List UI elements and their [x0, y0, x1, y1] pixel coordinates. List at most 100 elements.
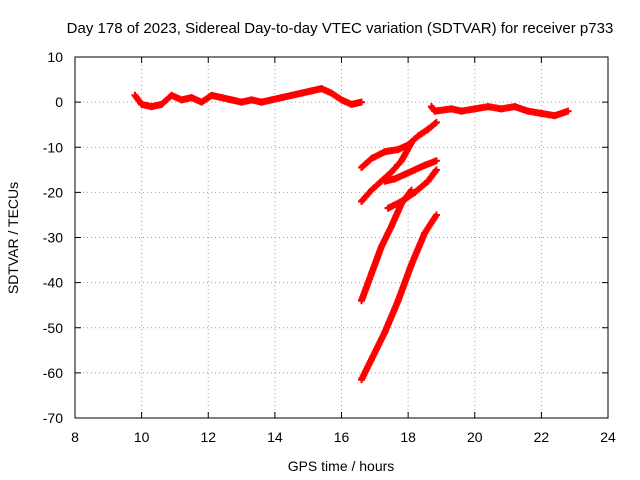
- series-4: [381, 157, 440, 185]
- y-tick-label: 0: [55, 94, 63, 110]
- data-point-marker: [347, 100, 355, 108]
- y-tick-label: -70: [43, 410, 63, 426]
- data-point-marker: [394, 146, 402, 154]
- data-point-marker: [367, 355, 375, 363]
- data-point-marker: [421, 161, 429, 169]
- data-points: [131, 85, 572, 384]
- series-1: [427, 103, 572, 120]
- data-point-marker: [432, 211, 440, 219]
- data-point-marker: [318, 85, 326, 93]
- data-point-marker: [198, 98, 206, 106]
- x-tick-label: 20: [467, 429, 483, 445]
- data-point-marker: [367, 186, 375, 194]
- data-point-marker: [447, 105, 455, 113]
- data-point-marker: [537, 109, 545, 117]
- x-tick-label: 10: [134, 429, 150, 445]
- data-point-marker: [357, 376, 365, 384]
- data-point-marker: [367, 155, 375, 163]
- data-point-marker: [381, 148, 389, 156]
- data-point-marker: [367, 270, 375, 278]
- y-axis-label: SDTVAR / TECUs: [5, 182, 21, 294]
- data-point-marker: [411, 166, 419, 174]
- data-point-marker: [511, 103, 519, 111]
- data-point-marker: [387, 222, 395, 230]
- data-point-marker: [484, 103, 492, 111]
- data-point-marker: [278, 94, 286, 102]
- data-point-marker: [407, 139, 415, 147]
- y-tick-label: -10: [43, 139, 63, 155]
- y-tick-label: -60: [43, 365, 63, 381]
- data-point-marker: [397, 157, 405, 165]
- series-3: [357, 139, 415, 205]
- x-tick-label: 8: [71, 429, 79, 445]
- y-tick-label: -20: [43, 184, 63, 200]
- chart-title: Day 178 of 2023, Sidereal Day-to-day VTE…: [67, 20, 614, 37]
- data-point-marker: [168, 91, 176, 99]
- x-tick-label: 18: [400, 429, 416, 445]
- data-point-marker: [218, 94, 226, 102]
- data-point-marker: [551, 112, 559, 120]
- data-point-marker: [431, 107, 439, 115]
- data-point-marker: [397, 200, 405, 208]
- x-tick-label: 24: [600, 429, 616, 445]
- data-point-marker: [457, 107, 465, 115]
- data-point-marker: [394, 297, 402, 305]
- data-point-marker: [421, 229, 429, 237]
- axis-ticks: 8 10 12 14 16 18 20 22 24 10 0 -10 -20 -30 -40 -50 -60 -7…: [43, 49, 616, 445]
- data-point-marker: [208, 91, 216, 99]
- data-point-marker: [178, 96, 186, 104]
- data-point-marker: [427, 103, 435, 111]
- data-point-marker: [471, 105, 479, 113]
- x-axis-label: GPS time / hours: [288, 458, 395, 474]
- y-tick-label: 10: [47, 49, 63, 65]
- x-tick-label: 16: [334, 429, 350, 445]
- data-point-marker: [188, 94, 196, 102]
- data-point-marker: [432, 118, 440, 126]
- y-tick-label: -40: [43, 275, 63, 291]
- data-point-marker: [258, 98, 266, 106]
- x-tick-label: 12: [200, 429, 216, 445]
- data-point-marker: [357, 164, 365, 172]
- data-point-marker: [414, 132, 422, 140]
- data-point-marker: [338, 96, 345, 104]
- data-point-marker: [357, 197, 365, 205]
- x-tick-label: 22: [534, 429, 550, 445]
- x-tick-label: 14: [267, 429, 283, 445]
- data-point-marker: [432, 157, 440, 165]
- data-point-marker: [387, 168, 395, 176]
- y-tick-label: -50: [43, 320, 63, 336]
- data-point-marker: [391, 175, 399, 183]
- y-tick-label: -30: [43, 230, 63, 246]
- data-point-marker: [248, 96, 256, 104]
- data-point-marker: [328, 89, 336, 97]
- data-point-marker: [401, 170, 409, 178]
- data-point-marker: [377, 243, 385, 251]
- data-point-marker: [288, 91, 296, 99]
- data-point-marker: [524, 107, 532, 115]
- data-point-marker: [407, 261, 415, 269]
- data-point-marker: [357, 98, 365, 106]
- data-point-marker: [432, 166, 440, 174]
- data-point-marker: [384, 204, 392, 212]
- data-point-marker: [381, 177, 389, 185]
- data-point-marker: [298, 89, 306, 97]
- data-point-marker: [308, 87, 316, 95]
- data-point-marker: [497, 105, 505, 113]
- series-6: [357, 186, 415, 305]
- grid-lines: [75, 57, 608, 418]
- data-point-marker: [238, 98, 246, 106]
- data-point-marker: [357, 297, 365, 305]
- data-point-marker: [424, 177, 432, 185]
- data-point-marker: [138, 100, 146, 108]
- series-0: [131, 85, 365, 111]
- series-7: [357, 211, 440, 384]
- data-point-marker: [158, 100, 166, 108]
- data-point-marker: [131, 91, 139, 99]
- data-point-marker: [424, 125, 432, 133]
- data-point-marker: [228, 96, 236, 104]
- data-point-marker: [381, 328, 389, 336]
- data-point-marker: [407, 186, 415, 194]
- data-point-marker: [268, 96, 276, 104]
- data-point-marker: [564, 107, 572, 115]
